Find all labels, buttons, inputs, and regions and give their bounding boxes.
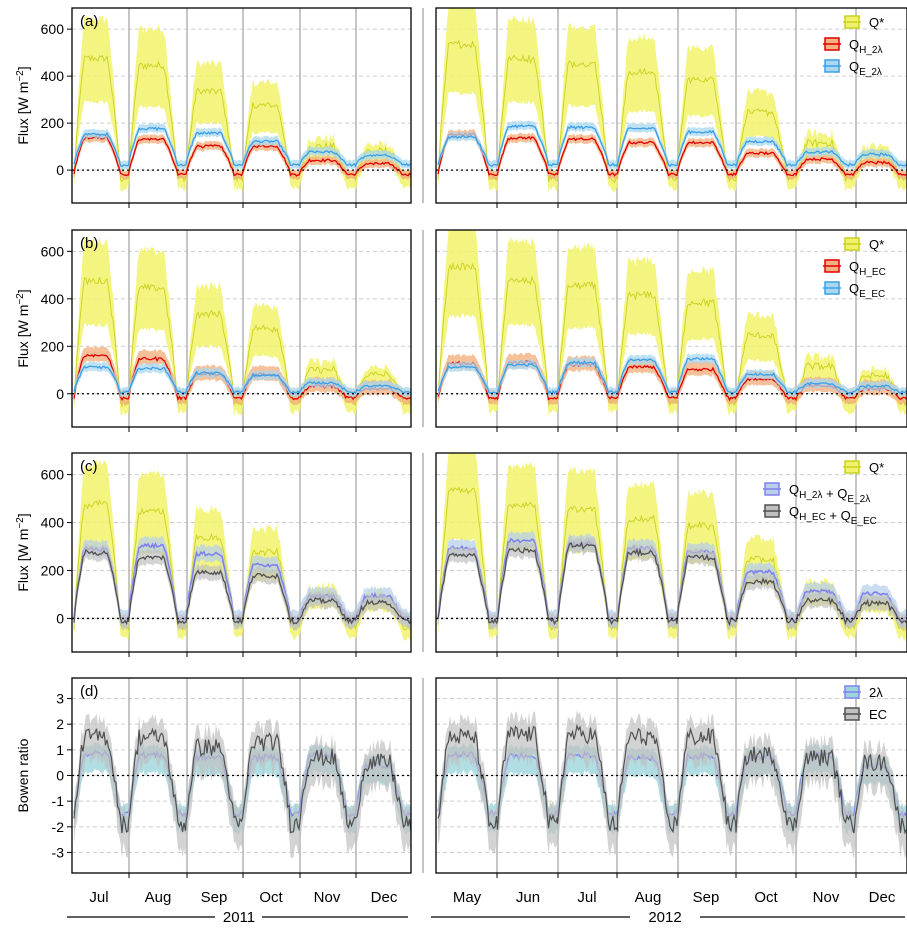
y-tick-label: 600 bbox=[41, 467, 65, 483]
legend-label: Q* bbox=[869, 460, 884, 475]
x-tick-label: Sep bbox=[693, 889, 720, 906]
series-band bbox=[74, 713, 411, 859]
legend-label: EC bbox=[869, 707, 887, 722]
series-band bbox=[74, 542, 411, 631]
y-tick-label: 400 bbox=[41, 68, 65, 84]
y-tick-label: 200 bbox=[41, 562, 65, 578]
x-tick-label: Jul bbox=[577, 889, 596, 906]
series-line bbox=[73, 727, 411, 834]
x-tick-label: Nov bbox=[314, 889, 341, 906]
x-tick-label: Jun bbox=[516, 889, 540, 906]
series-line bbox=[73, 549, 411, 626]
series-line bbox=[437, 356, 907, 396]
series-line bbox=[437, 132, 907, 177]
panel-a: 0 200 400 600 (a) Q* QH_2λ QE_2λ bbox=[41, 7, 907, 208]
y-tick-label: -1 bbox=[52, 793, 65, 809]
series-band bbox=[438, 8, 907, 193]
panel-frame bbox=[71, 452, 412, 653]
y-tick-label: 0 bbox=[56, 610, 64, 626]
x-tick-label: Oct bbox=[259, 889, 283, 906]
legend-label: QE_2λ bbox=[849, 59, 882, 78]
series-band bbox=[74, 236, 411, 417]
legend: Q* QH_EC QE_EC bbox=[823, 237, 886, 300]
panel-label: (a) bbox=[80, 13, 98, 30]
legend-label: QH_EC + QE_EC bbox=[789, 504, 877, 527]
panel-b: 0 200 400 600 (b) Q* QH_EC QE_EC bbox=[41, 229, 907, 432]
legend-label: Q* bbox=[869, 237, 884, 252]
series-band bbox=[74, 346, 411, 406]
y-tick-label: 0 bbox=[56, 162, 64, 178]
x-tick-label: Aug bbox=[145, 889, 172, 906]
panel-frame bbox=[435, 229, 907, 428]
y-tick-label: 200 bbox=[41, 338, 65, 354]
y-tick-label: 0 bbox=[56, 768, 64, 784]
panel-frame bbox=[71, 229, 412, 428]
panel-label: (b) bbox=[80, 235, 98, 252]
x-tick-label: Dec bbox=[371, 889, 398, 906]
x-tick-label: Sep bbox=[201, 889, 228, 906]
y-tick-label: -2 bbox=[52, 819, 65, 835]
series-line bbox=[437, 124, 907, 168]
series-band bbox=[438, 230, 907, 417]
y-tick-label: 1 bbox=[56, 742, 64, 758]
series-line bbox=[437, 723, 907, 835]
plot-area bbox=[437, 453, 907, 642]
y-axis-label: Flux [W m−2] bbox=[15, 513, 31, 591]
y-tick-label: 600 bbox=[41, 21, 65, 37]
x-tick-label: Jul bbox=[89, 889, 108, 906]
series-line bbox=[73, 126, 411, 168]
series-line bbox=[73, 365, 411, 395]
legend-label: QH_EC bbox=[849, 259, 886, 278]
y-tick-label: -3 bbox=[52, 844, 65, 860]
y-axis-label: Flux [W m−2] bbox=[15, 66, 31, 144]
panel-frame bbox=[435, 7, 907, 204]
x-tick-label: Oct bbox=[754, 889, 778, 906]
plot-area bbox=[73, 236, 411, 417]
legend: Q* QH_2λ QE_2λ bbox=[823, 15, 884, 78]
series-line bbox=[437, 541, 907, 627]
plot-area bbox=[73, 459, 411, 641]
panel-frame bbox=[71, 7, 412, 204]
panel-frame bbox=[435, 677, 907, 874]
x-tick-label: May bbox=[453, 889, 482, 906]
panel-label: (c) bbox=[80, 458, 98, 475]
series-band bbox=[74, 535, 411, 629]
legend-label: QE_EC bbox=[849, 281, 885, 300]
plot-area bbox=[437, 8, 907, 193]
legend: 2λ EC bbox=[843, 685, 887, 722]
y-tick-label: 600 bbox=[41, 243, 65, 259]
series-band bbox=[438, 353, 907, 398]
year-label: 2012 bbox=[648, 909, 681, 926]
legend-label: Q* bbox=[869, 15, 884, 30]
legend-label: QH_2λ bbox=[849, 37, 882, 56]
series-band bbox=[74, 122, 411, 171]
year-label: 2011 bbox=[223, 909, 255, 926]
y-tick-label: 400 bbox=[41, 515, 65, 531]
x-tick-label: Nov bbox=[813, 889, 840, 906]
y-tick-label: 200 bbox=[41, 115, 65, 131]
series-band bbox=[438, 120, 907, 170]
y-tick-label: 3 bbox=[56, 691, 64, 707]
series-band bbox=[74, 361, 411, 398]
y-tick-label: 400 bbox=[41, 291, 65, 307]
series-line bbox=[73, 135, 411, 177]
plot-area bbox=[437, 710, 907, 859]
y-tick-label: 2 bbox=[56, 716, 64, 732]
series-band bbox=[438, 535, 907, 632]
panel-frame bbox=[435, 452, 907, 653]
panel-d: -3 -2 -1 0 1 2 3 (d) 2λ EC bbox=[52, 677, 907, 878]
x-tick-label: Dec bbox=[869, 889, 896, 906]
y-axis-label: Bowen ratio bbox=[15, 738, 31, 812]
plot-area bbox=[73, 713, 411, 859]
plot-area bbox=[437, 230, 907, 417]
y-tick-label: 0 bbox=[56, 386, 64, 402]
legend-label: 2λ bbox=[869, 685, 883, 700]
panel-label: (d) bbox=[80, 683, 98, 700]
y-axis-label: Flux [W m−2] bbox=[15, 289, 31, 367]
legend-label: QH_2λ + QE_2λ bbox=[789, 482, 870, 505]
x-tick-label: Aug bbox=[635, 889, 662, 906]
